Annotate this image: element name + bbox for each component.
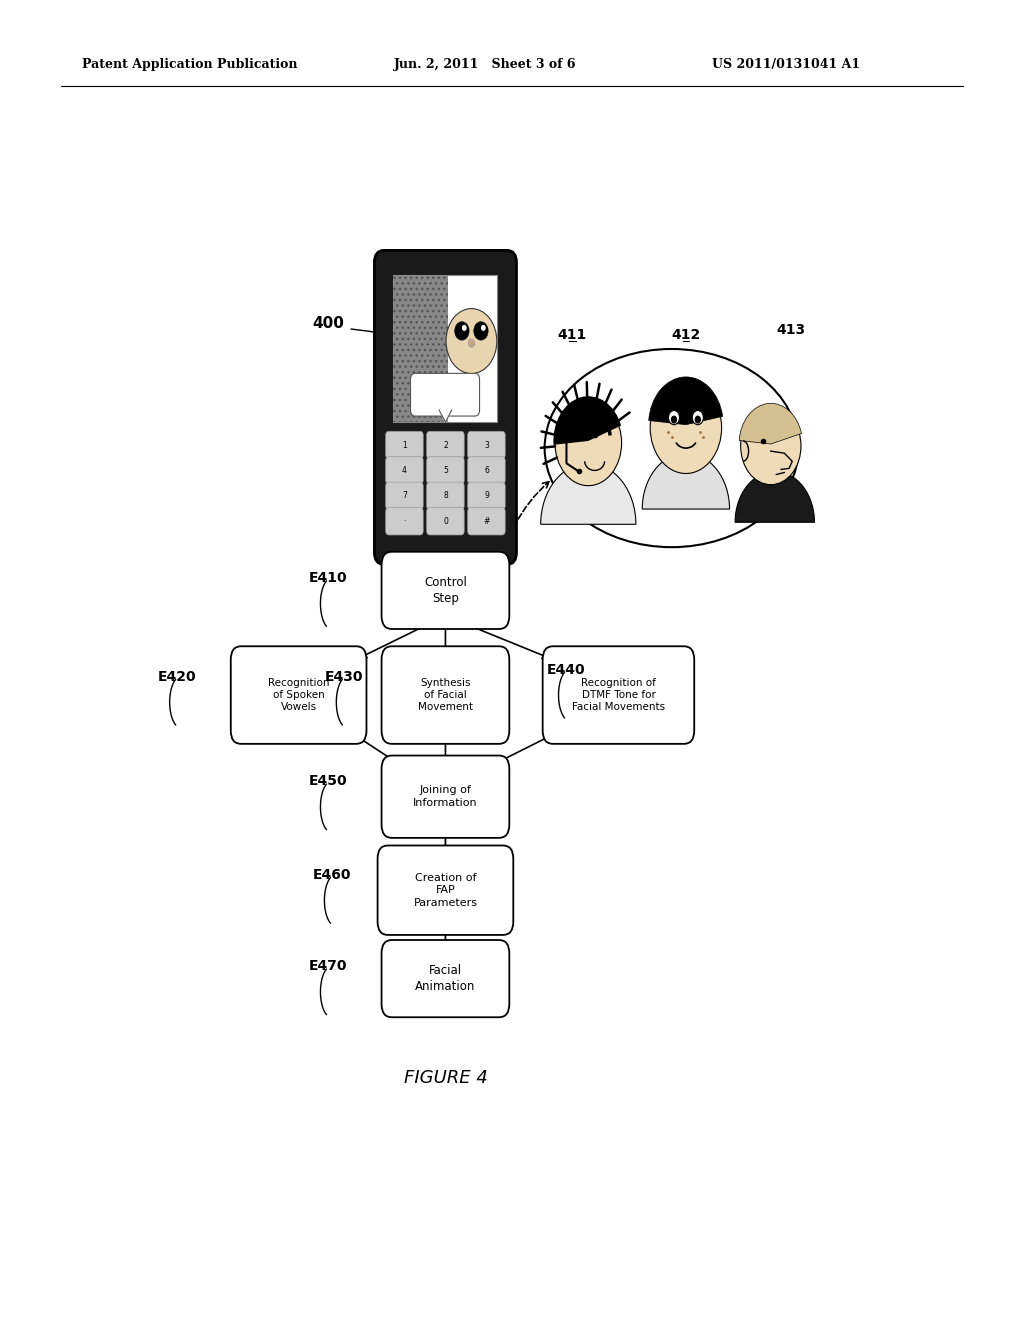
FancyBboxPatch shape — [378, 846, 513, 935]
FancyBboxPatch shape — [382, 647, 509, 744]
Text: E410: E410 — [308, 572, 347, 585]
Wedge shape — [553, 396, 622, 445]
Circle shape — [455, 322, 469, 341]
Text: ·: · — [403, 516, 406, 525]
Text: E440: E440 — [547, 663, 586, 677]
Text: E430: E430 — [325, 669, 362, 684]
Circle shape — [671, 416, 677, 424]
Text: Recognition of
DTMF Tone for
Facial Movements: Recognition of DTMF Tone for Facial Move… — [571, 677, 665, 713]
Text: E450: E450 — [308, 775, 347, 788]
FancyBboxPatch shape — [230, 647, 367, 744]
FancyBboxPatch shape — [543, 647, 694, 744]
Text: 412: 412 — [672, 327, 700, 342]
Text: Control
Step: Control Step — [424, 576, 467, 605]
FancyBboxPatch shape — [427, 457, 464, 484]
Circle shape — [692, 411, 703, 425]
Text: E460: E460 — [312, 869, 351, 882]
FancyBboxPatch shape — [468, 457, 505, 484]
Text: 5: 5 — [443, 466, 447, 475]
Wedge shape — [649, 378, 723, 425]
FancyBboxPatch shape — [386, 482, 423, 510]
Ellipse shape — [545, 348, 799, 548]
Text: Creation of
FAP
Parameters: Creation of FAP Parameters — [414, 873, 477, 908]
Circle shape — [462, 325, 467, 331]
FancyBboxPatch shape — [468, 507, 505, 535]
Text: 400: 400 — [312, 315, 344, 331]
Text: 8: 8 — [443, 491, 447, 500]
Circle shape — [446, 309, 497, 374]
Wedge shape — [541, 463, 636, 524]
Text: Joining of
Information: Joining of Information — [413, 785, 478, 808]
Text: US 2011/0131041 A1: US 2011/0131041 A1 — [712, 58, 860, 71]
Bar — [393, 275, 447, 422]
Text: 411: 411 — [558, 327, 587, 342]
Wedge shape — [739, 404, 802, 444]
FancyBboxPatch shape — [427, 432, 464, 459]
Text: Synthesis
of Facial
Movement: Synthesis of Facial Movement — [418, 677, 473, 713]
Circle shape — [669, 411, 680, 425]
Wedge shape — [642, 453, 729, 510]
Bar — [393, 275, 447, 422]
Text: 413: 413 — [776, 322, 805, 337]
FancyBboxPatch shape — [468, 482, 505, 510]
Circle shape — [474, 322, 488, 341]
Circle shape — [468, 339, 474, 347]
Text: Recognition
of Spoken
Vowels: Recognition of Spoken Vowels — [268, 677, 330, 713]
Wedge shape — [735, 471, 814, 523]
Text: #: # — [483, 516, 489, 525]
FancyBboxPatch shape — [382, 552, 509, 630]
FancyBboxPatch shape — [386, 432, 423, 459]
FancyBboxPatch shape — [468, 432, 505, 459]
Bar — [393, 275, 498, 422]
Circle shape — [650, 381, 722, 474]
Circle shape — [740, 408, 801, 484]
Text: 7: 7 — [402, 491, 407, 500]
Text: 2: 2 — [443, 441, 447, 450]
Polygon shape — [439, 411, 452, 422]
Circle shape — [555, 400, 622, 486]
FancyBboxPatch shape — [386, 457, 423, 484]
FancyBboxPatch shape — [375, 251, 516, 565]
FancyBboxPatch shape — [427, 507, 464, 535]
FancyBboxPatch shape — [386, 507, 423, 535]
FancyBboxPatch shape — [411, 374, 479, 416]
Circle shape — [481, 325, 485, 331]
FancyBboxPatch shape — [427, 482, 464, 510]
Text: FIGURE 4: FIGURE 4 — [403, 1069, 487, 1088]
Text: 0: 0 — [443, 516, 447, 525]
Text: Patent Application Publication: Patent Application Publication — [82, 58, 297, 71]
Text: 1: 1 — [402, 441, 407, 450]
Circle shape — [694, 416, 701, 424]
FancyBboxPatch shape — [382, 940, 509, 1018]
Text: E420: E420 — [158, 669, 197, 684]
Text: Jun. 2, 2011   Sheet 3 of 6: Jun. 2, 2011 Sheet 3 of 6 — [394, 58, 577, 71]
Text: 4: 4 — [402, 466, 407, 475]
Text: 3: 3 — [484, 441, 488, 450]
Text: Facial
Animation: Facial Animation — [416, 964, 475, 993]
Text: 6: 6 — [484, 466, 488, 475]
FancyBboxPatch shape — [382, 755, 509, 838]
Text: 9: 9 — [484, 491, 488, 500]
Text: E470: E470 — [308, 960, 347, 973]
